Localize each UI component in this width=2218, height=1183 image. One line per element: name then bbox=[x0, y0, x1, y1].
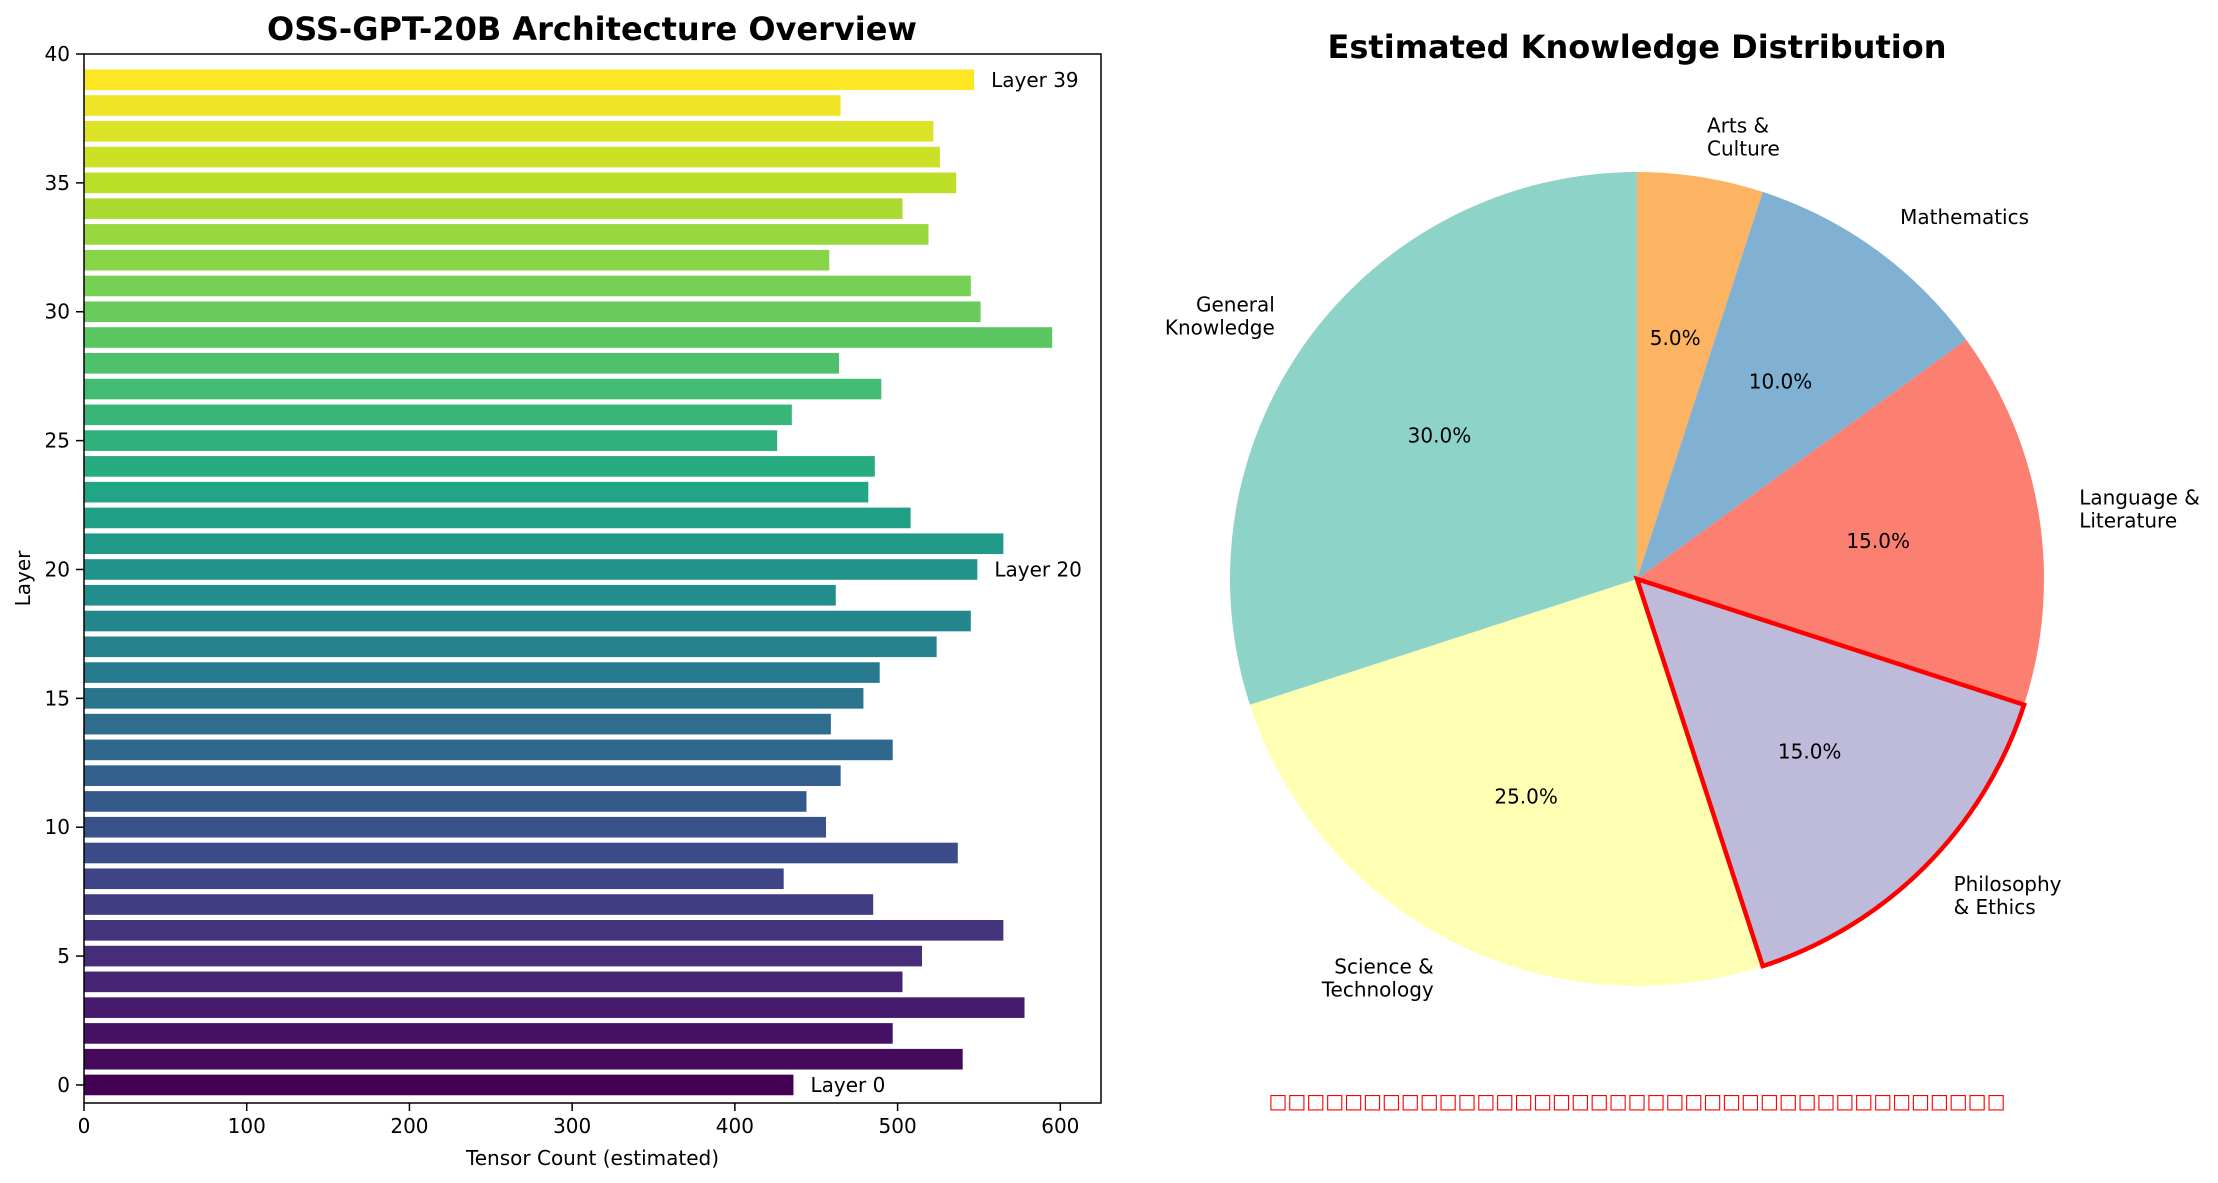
bar-series bbox=[84, 69, 1053, 1096]
bar-layer-27 bbox=[84, 378, 882, 400]
bar-annotations: Layer 0 Layer 20 Layer 39 bbox=[810, 68, 1081, 1097]
bar-layer-16 bbox=[84, 662, 880, 683]
pie-category-label: Philosophy & Ethics bbox=[1954, 872, 2062, 919]
pie-percent-label: 15.0% bbox=[1778, 740, 1842, 764]
y-tick-label: 5 bbox=[57, 944, 70, 968]
bar-layer-10 bbox=[84, 816, 827, 838]
bar-layer-30 bbox=[84, 301, 981, 323]
bar-layer-2 bbox=[84, 1023, 893, 1044]
bar-layer-11 bbox=[84, 791, 807, 812]
bar-layer-3 bbox=[84, 997, 1025, 1018]
pie-chart-title: Estimated Knowledge Distribution bbox=[1328, 28, 1947, 66]
y-tick-label: 0 bbox=[57, 1073, 70, 1097]
pie-highlight bbox=[1633, 575, 2027, 969]
bar-layer-25 bbox=[84, 430, 778, 451]
bar-y-axis-label: Layer bbox=[11, 550, 35, 607]
y-tick-label: 40 bbox=[45, 42, 70, 66]
pie-slice-1 bbox=[1637, 191, 1967, 580]
pie-slice-0 bbox=[1637, 172, 1763, 579]
bar-chart-title: OSS-GPT-20B Architecture Overview bbox=[267, 10, 917, 48]
y-tick-label: 20 bbox=[45, 557, 70, 581]
bar-plot-frame bbox=[83, 53, 1102, 1104]
bar-layer-33 bbox=[84, 224, 929, 245]
bar-layer-1 bbox=[84, 1048, 963, 1070]
bar-x-ticks: 0 100 200 300 400 500 600 bbox=[78, 1103, 1079, 1138]
x-tick-label: 400 bbox=[716, 1114, 754, 1138]
bar-layer-15 bbox=[84, 688, 864, 709]
pie-percent-label: 10.0% bbox=[1749, 369, 1813, 393]
bar-layer-5 bbox=[84, 945, 923, 967]
bar-layer-6 bbox=[84, 920, 1004, 941]
bar-chart: OSS-GPT-20B Architecture Overview 0 100 20… bbox=[11, 10, 1102, 1170]
bar-layer-19 bbox=[84, 584, 836, 606]
bar-annotation: Layer 39 bbox=[991, 68, 1079, 92]
pie-slice-5 bbox=[1230, 172, 1637, 705]
pie-percent-label: 5.0% bbox=[1650, 326, 1701, 350]
bar-layer-13 bbox=[84, 739, 893, 761]
x-tick-label: 0 bbox=[78, 1114, 91, 1138]
bar-layer-9 bbox=[84, 842, 958, 864]
bar-layer-39 bbox=[84, 69, 975, 91]
y-tick-label: 25 bbox=[45, 429, 70, 453]
bar-layer-17 bbox=[84, 636, 937, 658]
pie-chart: Estimated Knowledge Distribution 5.0% 10.… bbox=[1165, 28, 2200, 1113]
pie-slice-highlight-outline bbox=[1633, 575, 2027, 969]
pie-category-label: Language & Literature bbox=[2079, 485, 2200, 532]
bar-layer-14 bbox=[84, 713, 831, 735]
bar-layer-32 bbox=[84, 249, 830, 271]
bar-x-axis-label: Tensor Count (estimated) bbox=[465, 1146, 719, 1170]
pie-slices bbox=[1230, 172, 2044, 987]
y-tick-label: 15 bbox=[45, 686, 70, 710]
bar-layer-7 bbox=[84, 894, 874, 915]
y-tick-label: 10 bbox=[45, 815, 70, 839]
pie-percent-labels: 5.0% 10.0% 15.0% 15.0% 25.0% 30.0% bbox=[1408, 326, 1910, 809]
bar-layer-38 bbox=[84, 95, 841, 116]
bar-layer-29 bbox=[84, 327, 1053, 348]
pie-slice-4 bbox=[1249, 579, 1763, 987]
bar-layer-22 bbox=[84, 507, 911, 529]
y-tick-label: 35 bbox=[45, 171, 70, 195]
bar-layer-0 bbox=[84, 1074, 794, 1096]
bar-layer-34 bbox=[84, 198, 903, 219]
bar-layer-4 bbox=[84, 971, 903, 993]
bar-layer-28 bbox=[84, 352, 840, 374]
bar-layer-26 bbox=[84, 404, 792, 426]
x-tick-label: 300 bbox=[553, 1114, 591, 1138]
x-tick-label: 100 bbox=[228, 1114, 266, 1138]
pie-category-labels: Arts & Culture Mathematics Language & Litera… bbox=[1165, 113, 2200, 1001]
bar-annotation: Layer 20 bbox=[994, 557, 1082, 581]
bar-layer-35 bbox=[84, 172, 957, 194]
x-tick-label: 200 bbox=[390, 1114, 428, 1138]
pie-percent-label: 15.0% bbox=[1846, 529, 1910, 553]
pie-category-label: Science & Technology bbox=[1321, 954, 1434, 1001]
x-tick-label: 600 bbox=[1041, 1114, 1079, 1138]
bar-layer-8 bbox=[84, 868, 784, 890]
bar-layer-20 bbox=[84, 559, 978, 580]
bar-layer-24 bbox=[84, 456, 875, 477]
pie-category-label: Mathematics bbox=[1900, 205, 2029, 229]
bar-layer-31 bbox=[84, 275, 971, 297]
pie-slice-3 bbox=[1637, 579, 2025, 967]
pie-category-label: General Knowledge bbox=[1165, 292, 1275, 339]
bar-layer-12 bbox=[84, 765, 841, 786]
bar-layer-21 bbox=[84, 533, 1004, 555]
bar-annotation: Layer 0 bbox=[810, 1073, 885, 1097]
pie-category-label: Arts & Culture bbox=[1707, 113, 1780, 160]
bar-y-ticks: 0 5 10 15 20 25 30 35 40 bbox=[45, 42, 84, 1097]
pie-percent-label: 30.0% bbox=[1408, 423, 1472, 447]
bar-layer-23 bbox=[84, 481, 869, 503]
y-tick-label: 30 bbox=[45, 300, 70, 324]
pie-footnote: □□□□□□□□□□□□□□□□□□□□□□□□□□□□□□□□□□□□□□□ bbox=[1269, 1089, 2006, 1113]
bar-layer-18 bbox=[84, 610, 971, 632]
bar-layer-37 bbox=[84, 121, 934, 142]
bar-layer-36 bbox=[84, 146, 940, 168]
pie-percent-label: 25.0% bbox=[1494, 785, 1558, 809]
x-tick-label: 500 bbox=[879, 1114, 917, 1138]
pie-slice-2 bbox=[1637, 339, 2044, 705]
